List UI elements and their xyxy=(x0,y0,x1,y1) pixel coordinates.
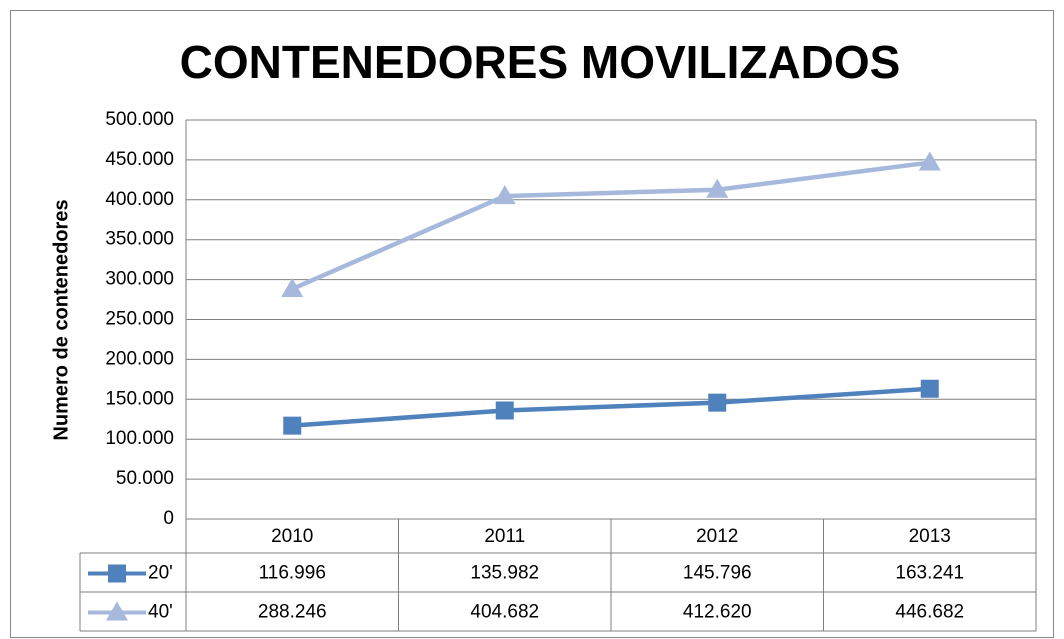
chart-title: CONTENEDORES MOVILIZADOS xyxy=(180,36,901,88)
y-tick-label: 350.000 xyxy=(105,229,174,250)
data-point xyxy=(706,178,729,198)
y-tick-label: 100.000 xyxy=(105,428,174,449)
y-tick-label: 500.000 xyxy=(105,109,174,130)
table-value: 145.796 xyxy=(683,563,752,584)
data-point xyxy=(495,401,514,420)
y-tick-label: 200.000 xyxy=(105,348,174,369)
series-line xyxy=(291,160,931,292)
table-value: 288.246 xyxy=(258,602,327,623)
data-point xyxy=(920,379,939,398)
x-tick-label: 2012 xyxy=(696,526,738,547)
y-tick-label: 450.000 xyxy=(105,149,174,170)
y-tick-label: 50.000 xyxy=(116,468,174,489)
table-value: 412.620 xyxy=(683,602,752,623)
data-point xyxy=(918,151,941,171)
y-axis-label: Numero de contenedores xyxy=(50,199,72,440)
legend-label: 40' xyxy=(148,602,173,623)
y-tick-label: 0 xyxy=(163,508,174,529)
legend-marker xyxy=(108,564,126,583)
table-value: 446.682 xyxy=(895,602,964,623)
legend-label: 20' xyxy=(148,563,173,584)
y-tick-label: 250.000 xyxy=(105,309,174,330)
x-tick-label: 2011 xyxy=(484,526,525,547)
y-tick-label: 400.000 xyxy=(105,189,174,210)
table-value: 404.682 xyxy=(470,602,539,623)
x-tick-label: 2013 xyxy=(909,526,951,547)
legend-marker xyxy=(106,601,128,621)
table-value: 116.996 xyxy=(259,563,326,584)
table-value: 135.982 xyxy=(470,563,539,584)
x-tick-label: 2010 xyxy=(271,526,313,547)
table-value: 163.241 xyxy=(895,563,964,584)
data-point xyxy=(708,393,727,412)
data-point xyxy=(493,185,516,205)
y-tick-label: 300.000 xyxy=(105,269,174,290)
y-tick-label: 150.000 xyxy=(105,388,174,409)
data-point xyxy=(281,277,304,297)
chart-frame xyxy=(10,10,1054,638)
data-point xyxy=(283,416,302,435)
series-line xyxy=(292,386,930,428)
